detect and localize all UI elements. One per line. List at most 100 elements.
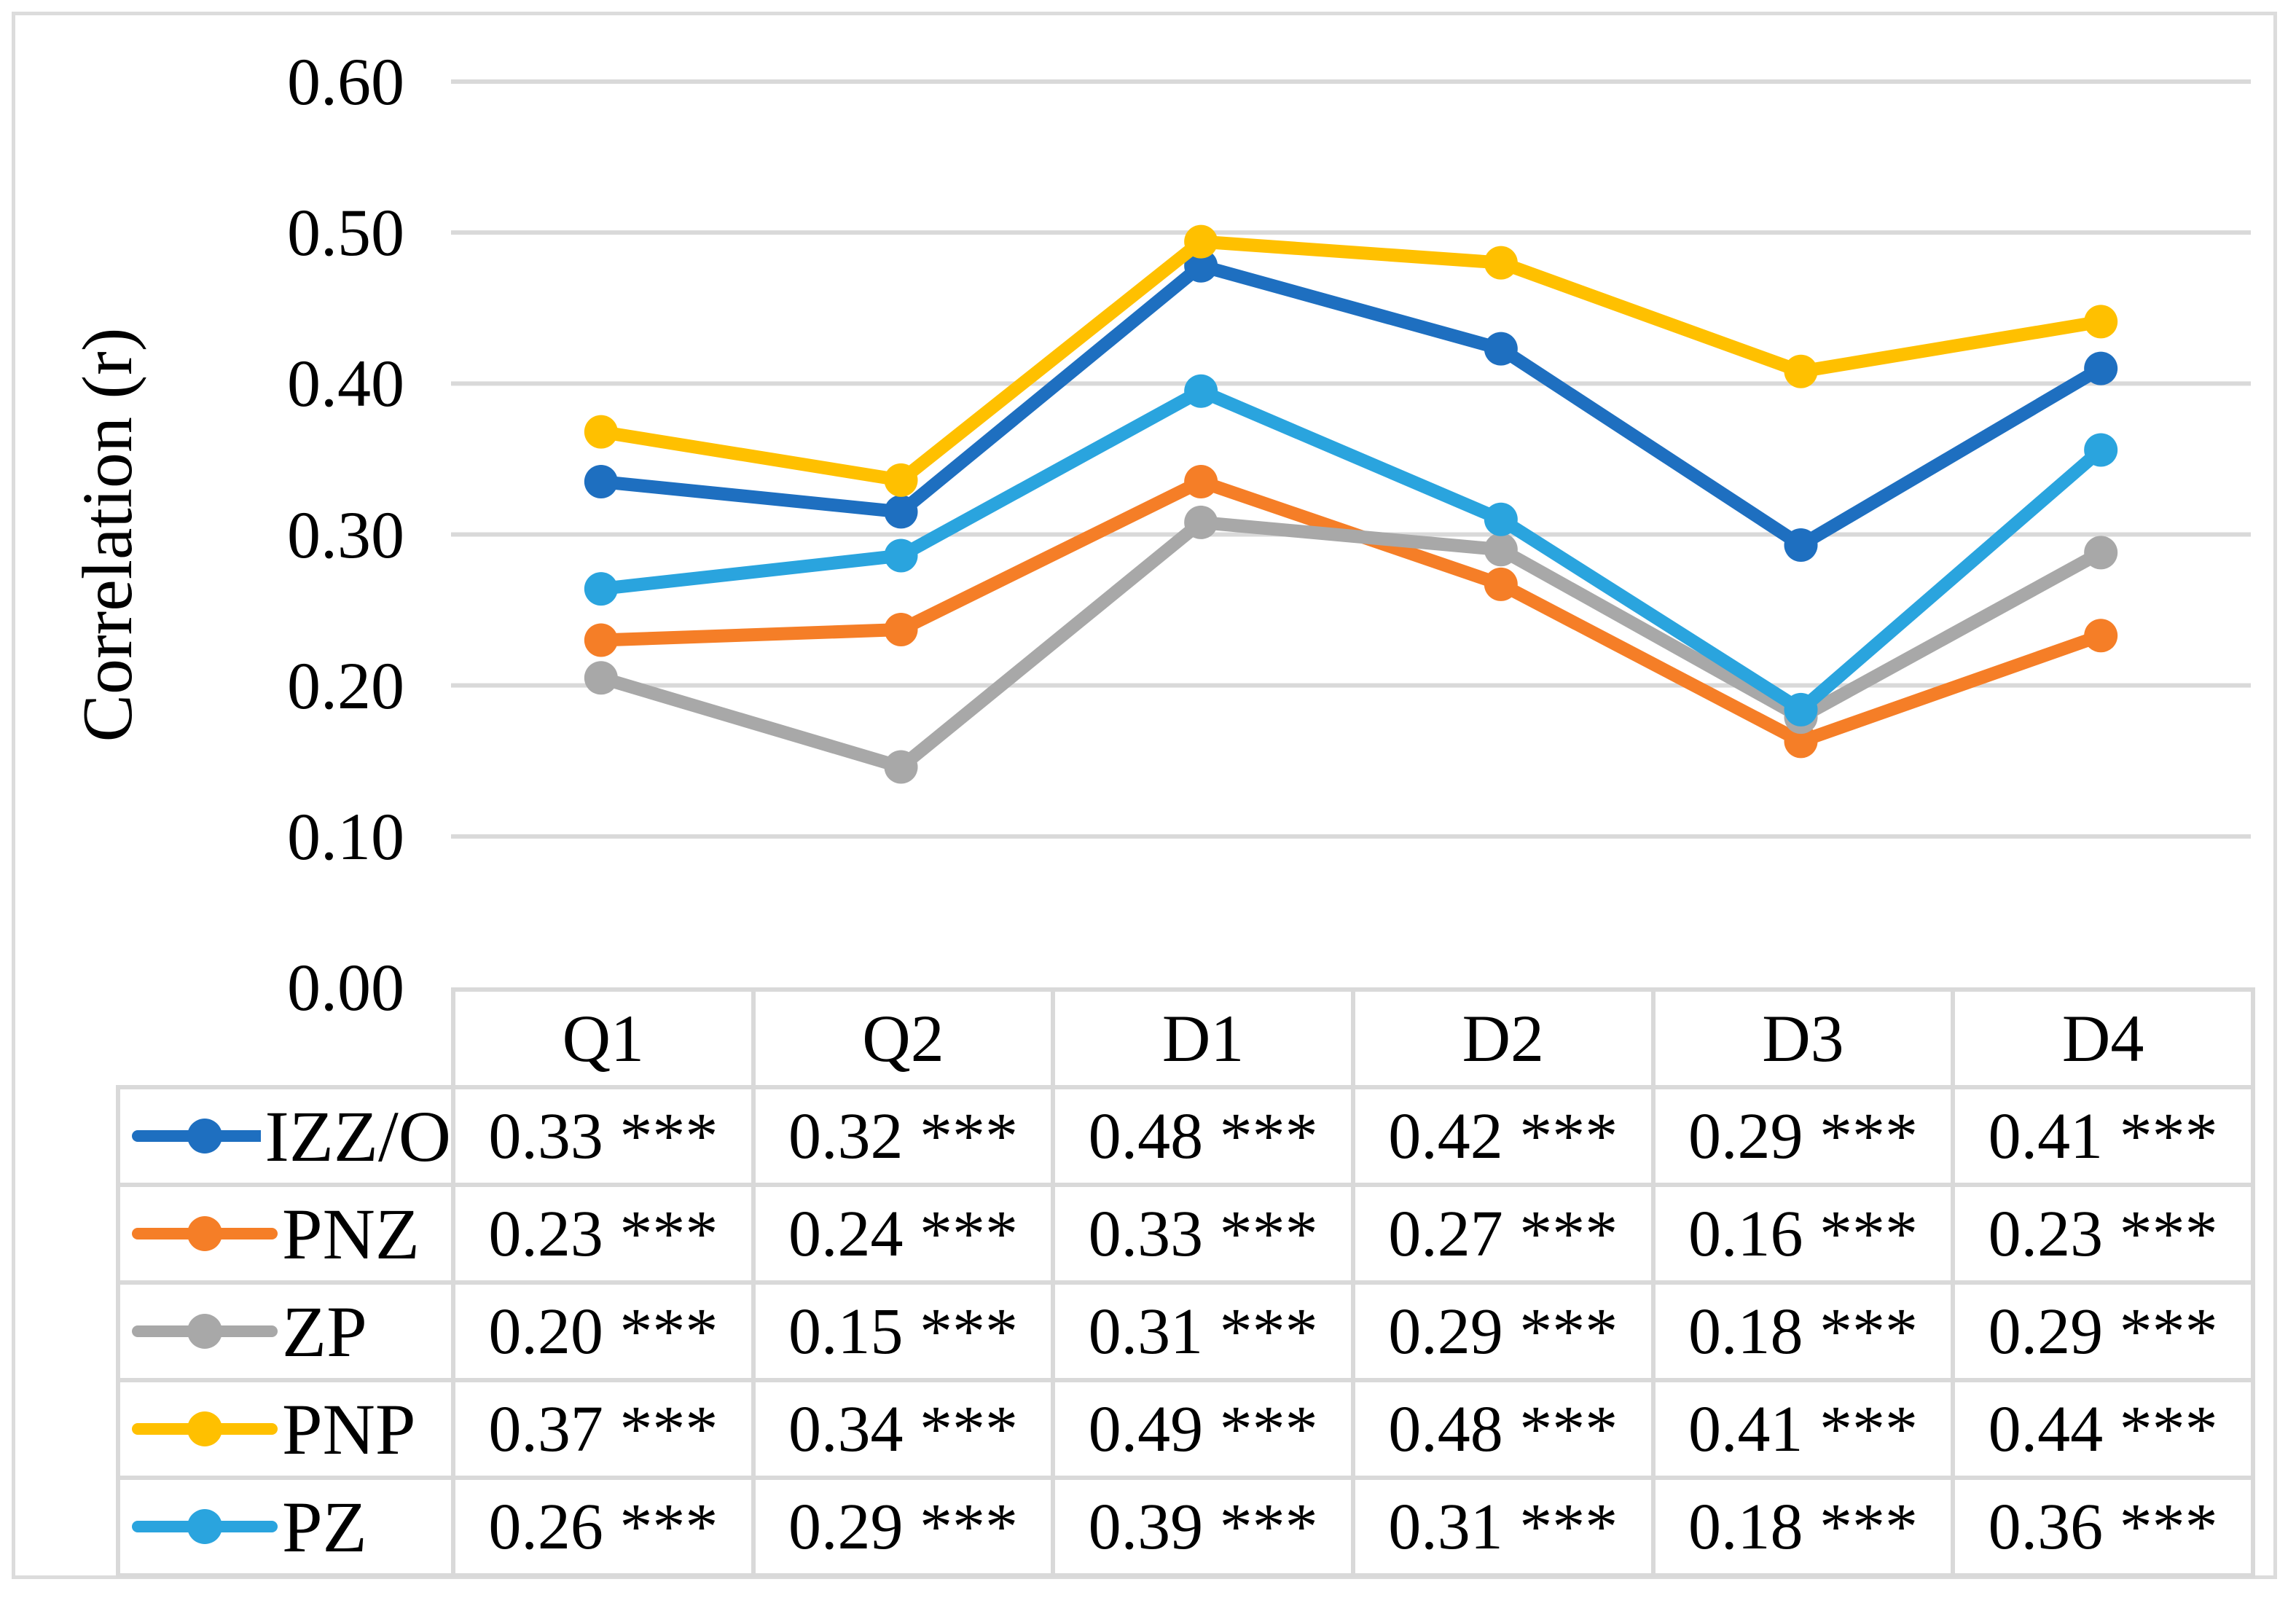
legend-marker-icon-PZ [132, 1509, 278, 1544]
legend-cell-PZ: PZ [116, 1476, 455, 1578]
data-point-ZP-D4 [2084, 536, 2118, 570]
value-cell-IZZ/O-D4: 0.41 *** [1951, 1085, 2255, 1187]
data-point-PZ-Q1 [584, 572, 618, 606]
value-cell-PNZ-D1: 0.33 *** [1051, 1183, 1355, 1285]
legend-marker-icon-PNZ [132, 1216, 278, 1251]
data-point-PZ-D1 [1184, 374, 1218, 408]
value-cell-PZ-D4: 0.36 *** [1951, 1476, 2255, 1578]
column-header-Q1: Q1 [451, 987, 756, 1089]
y-tick-label-0.00: 0.00 [287, 950, 404, 1025]
data-point-PNP-Q1 [584, 415, 618, 449]
legend-cell-PNZ: PNZ [116, 1183, 455, 1285]
series-line-PNZ [594, 474, 2108, 748]
data-point-IZZ/O-D3 [1784, 528, 1818, 563]
data-point-PNZ-Q2 [884, 613, 918, 647]
data-point-IZZ/O-D4 [2084, 351, 2118, 385]
value-cell-PNP-Q2: 0.34 *** [751, 1378, 1056, 1480]
legend-marker-icon-PNP [132, 1411, 278, 1446]
value-cell-ZP-Q1: 0.20 *** [451, 1280, 756, 1382]
data-point-PZ-D4 [2084, 433, 2118, 467]
value-cell-PZ-Q1: 0.26 *** [451, 1476, 756, 1578]
data-point-ZP-Q1 [584, 661, 618, 695]
column-header-D4: D4 [1951, 987, 2255, 1089]
value-cell-IZZ/O-D2: 0.42 *** [1350, 1085, 1656, 1187]
y-tick-label-0.50: 0.50 [287, 195, 404, 270]
series-line-PZ [594, 384, 2108, 716]
series-name-label: IZZ/O [265, 1095, 451, 1177]
data-point-PZ-D2 [1484, 502, 1518, 536]
table-row-PNP: PNP 0.37 *** 0.34 *** 0.49 *** 0.48 *** 0.41 … [116, 1378, 2255, 1480]
data-point-PNP-D3 [1784, 354, 1818, 388]
table-row-IZZ/O: IZZ/O 0.33 *** 0.32 *** 0.48 *** 0.42 *** 0.2… [116, 1085, 2255, 1187]
data-point-ZP-Q2 [884, 750, 918, 784]
data-point-PNZ-Q1 [584, 623, 618, 657]
value-cell-IZZ/O-D1: 0.48 *** [1051, 1085, 1355, 1187]
series-line-IZZ/O [594, 259, 2108, 552]
value-cell-IZZ/O-Q1: 0.33 *** [451, 1085, 756, 1187]
value-cell-PNP-D3: 0.41 *** [1650, 1378, 1956, 1480]
y-tick-label-0.10: 0.10 [287, 799, 404, 874]
column-header-D2: D2 [1350, 987, 1656, 1089]
column-header-Q2: Q2 [751, 987, 1056, 1089]
value-cell-ZP-Q2: 0.15 *** [751, 1280, 1056, 1382]
data-point-PNZ-D2 [1484, 567, 1518, 601]
table-row-PZ: PZ 0.26 *** 0.29 *** 0.39 *** 0.31 *** 0.18 *… [116, 1476, 2255, 1578]
value-cell-ZP-D3: 0.18 *** [1650, 1280, 1956, 1382]
series-name-label: PZ [282, 1486, 367, 1567]
table-row-ZP: ZP 0.20 *** 0.15 *** 0.31 *** 0.29 *** 0.18 *… [116, 1280, 2255, 1382]
data-point-PNP-Q2 [884, 463, 918, 497]
value-cell-IZZ/O-Q2: 0.32 *** [751, 1085, 1056, 1187]
y-axis-title: Correlation (r) [68, 327, 147, 743]
value-cell-PNP-Q1: 0.37 *** [451, 1378, 756, 1480]
table-header-row: Q1 Q2 D1 D2 D3 D4 [118, 987, 2255, 1089]
series-name-label: ZP [282, 1290, 367, 1372]
legend-marker-icon-ZP [132, 1314, 278, 1349]
value-cell-PZ-D3: 0.18 *** [1650, 1476, 1956, 1578]
series-line-ZP [594, 515, 2108, 774]
data-point-PNP-D1 [1184, 224, 1218, 259]
data-point-PZ-D3 [1784, 692, 1818, 726]
y-tick-label-0.20: 0.20 [287, 648, 404, 723]
data-point-ZP-D2 [1484, 533, 1518, 567]
data-point-PNZ-D1 [1184, 464, 1218, 498]
value-cell-IZZ/O-D3: 0.29 *** [1650, 1085, 1956, 1187]
data-point-IZZ/O-D1 [1184, 248, 1218, 283]
series-line-PNP [594, 235, 2108, 487]
value-cell-PZ-Q2: 0.29 *** [751, 1476, 1056, 1578]
table-row-PNZ: PNZ 0.23 *** 0.24 *** 0.33 *** 0.27 *** 0.16 … [116, 1183, 2255, 1285]
data-point-IZZ/O-Q2 [884, 495, 918, 529]
data-point-PNZ-D3 [1784, 724, 1818, 759]
series-name-label: PNZ [282, 1193, 420, 1274]
chart-data-table: Q1 Q2 D1 D2 D3 D4 IZZ/O 0.33 *** 0.32 *** 0.48 *… [116, 987, 2255, 1578]
value-cell-PNP-D4: 0.44 *** [1951, 1378, 2255, 1480]
value-cell-PZ-D1: 0.39 *** [1051, 1476, 1355, 1578]
data-point-ZP-D1 [1184, 505, 1218, 539]
value-cell-PNZ-D3: 0.16 *** [1650, 1183, 1956, 1285]
data-point-PNZ-D4 [2084, 619, 2118, 653]
legend-cell-IZZ/O: IZZ/O [116, 1085, 455, 1187]
data-point-PNP-D4 [2084, 305, 2118, 339]
value-cell-PNP-D1: 0.49 *** [1051, 1378, 1355, 1480]
value-cell-PNZ-D4: 0.23 *** [1951, 1183, 2255, 1285]
data-point-IZZ/O-Q1 [584, 464, 618, 498]
value-cell-PNZ-Q1: 0.23 *** [451, 1183, 756, 1285]
value-cell-PNZ-Q2: 0.24 *** [751, 1183, 1056, 1285]
value-cell-ZP-D4: 0.29 *** [1951, 1280, 2255, 1382]
value-cell-PNP-D2: 0.48 *** [1350, 1378, 1656, 1480]
value-cell-ZP-D2: 0.29 *** [1350, 1280, 1656, 1382]
legend-cell-ZP: ZP [116, 1280, 455, 1382]
y-tick-label-0.40: 0.40 [287, 346, 404, 421]
y-tick-label-0.30: 0.30 [287, 497, 404, 572]
value-cell-PNZ-D2: 0.27 *** [1350, 1183, 1656, 1285]
table-corner-blank [118, 990, 453, 1087]
series-name-label: PNP [282, 1388, 416, 1470]
y-tick-label-0.60: 0.60 [287, 44, 404, 119]
value-cell-ZP-D1: 0.31 *** [1051, 1280, 1355, 1382]
data-point-PNP-D2 [1484, 246, 1518, 280]
column-header-D3: D3 [1650, 987, 1956, 1089]
data-point-IZZ/O-D2 [1484, 332, 1518, 366]
legend-cell-PNP: PNP [116, 1378, 455, 1480]
column-header-D1: D1 [1051, 987, 1355, 1089]
data-point-PZ-Q2 [884, 538, 918, 573]
